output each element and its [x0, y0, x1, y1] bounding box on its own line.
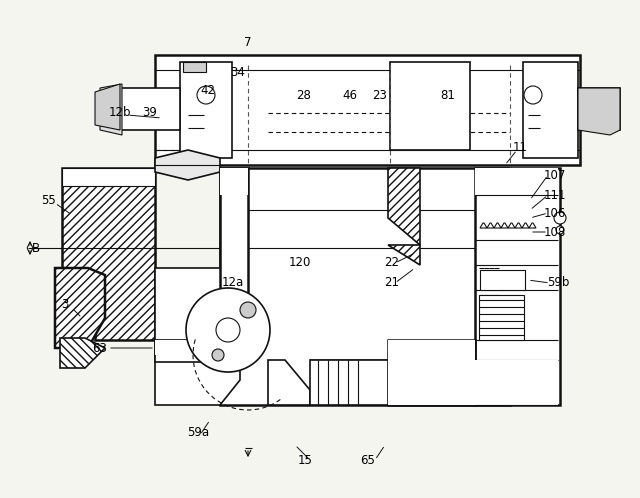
- Text: 23: 23: [372, 89, 387, 102]
- Text: 55: 55: [40, 194, 56, 207]
- Text: 63: 63: [93, 342, 108, 355]
- Text: 7: 7: [244, 35, 252, 48]
- Bar: [578, 88, 620, 130]
- Polygon shape: [100, 84, 122, 135]
- Polygon shape: [268, 360, 310, 405]
- Text: 120: 120: [289, 256, 311, 269]
- Text: 22: 22: [385, 256, 399, 269]
- Polygon shape: [388, 340, 475, 405]
- Polygon shape: [475, 360, 558, 405]
- Polygon shape: [220, 310, 248, 340]
- Bar: [62, 168, 155, 186]
- Circle shape: [556, 226, 564, 234]
- Text: 111: 111: [544, 189, 566, 202]
- Text: 108: 108: [544, 226, 566, 239]
- Circle shape: [240, 302, 256, 318]
- Bar: [523, 62, 578, 158]
- Text: 106: 106: [544, 207, 566, 220]
- Text: 46: 46: [342, 89, 358, 102]
- Text: 65: 65: [360, 454, 376, 467]
- Text: 3: 3: [61, 298, 68, 312]
- Text: 11: 11: [513, 140, 527, 153]
- Polygon shape: [60, 338, 105, 368]
- Polygon shape: [62, 168, 155, 340]
- Polygon shape: [578, 88, 620, 135]
- Bar: [388, 340, 475, 405]
- Bar: [155, 55, 580, 165]
- Text: 15: 15: [298, 454, 312, 467]
- Polygon shape: [388, 168, 420, 245]
- Circle shape: [212, 349, 224, 361]
- Circle shape: [197, 86, 215, 104]
- Text: 81: 81: [440, 89, 456, 102]
- Bar: [480, 270, 525, 290]
- Text: 12a: 12a: [222, 276, 244, 289]
- Text: B: B: [32, 242, 40, 254]
- Polygon shape: [220, 168, 248, 195]
- Circle shape: [216, 318, 240, 342]
- Polygon shape: [310, 360, 388, 380]
- Circle shape: [524, 86, 542, 104]
- Text: 59a: 59a: [187, 425, 209, 439]
- Bar: [220, 168, 510, 405]
- Text: 107: 107: [544, 168, 566, 181]
- Text: 28: 28: [296, 89, 312, 102]
- Polygon shape: [508, 168, 558, 195]
- Bar: [310, 360, 388, 405]
- Text: 59b: 59b: [547, 276, 569, 289]
- Polygon shape: [55, 268, 105, 348]
- Polygon shape: [155, 340, 220, 355]
- Polygon shape: [475, 168, 510, 195]
- Text: 42: 42: [200, 84, 216, 97]
- Polygon shape: [95, 84, 120, 130]
- Bar: [220, 168, 248, 343]
- Polygon shape: [155, 268, 240, 405]
- Bar: [475, 168, 560, 405]
- Bar: [479, 295, 524, 340]
- Circle shape: [554, 212, 566, 224]
- Polygon shape: [155, 150, 220, 180]
- Bar: [120, 88, 180, 130]
- Bar: [155, 340, 220, 362]
- Text: 12b: 12b: [109, 106, 131, 119]
- Polygon shape: [388, 245, 420, 265]
- Bar: [390, 62, 470, 150]
- Text: 34: 34: [230, 66, 245, 79]
- Bar: [180, 62, 232, 158]
- Text: 21: 21: [385, 276, 399, 289]
- Circle shape: [186, 288, 270, 372]
- Polygon shape: [310, 380, 388, 405]
- Polygon shape: [183, 62, 206, 72]
- Text: 39: 39: [143, 106, 157, 119]
